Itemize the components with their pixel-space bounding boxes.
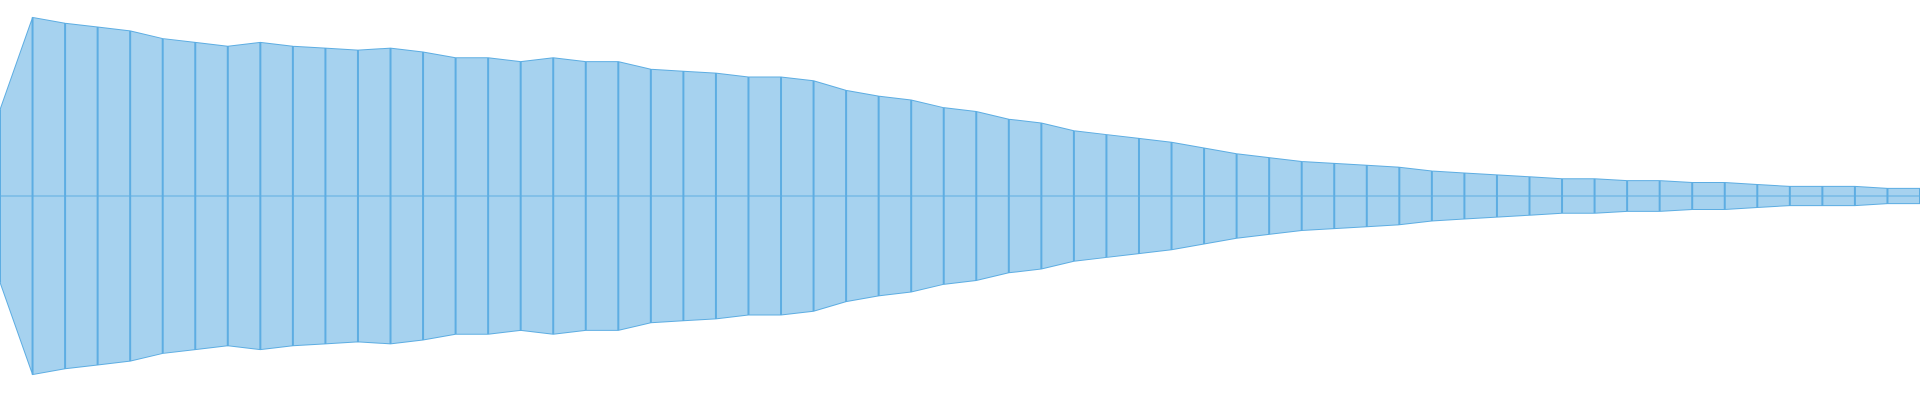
lower-envelope bbox=[0, 195, 1920, 376]
upper-envelope bbox=[0, 16, 1920, 197]
